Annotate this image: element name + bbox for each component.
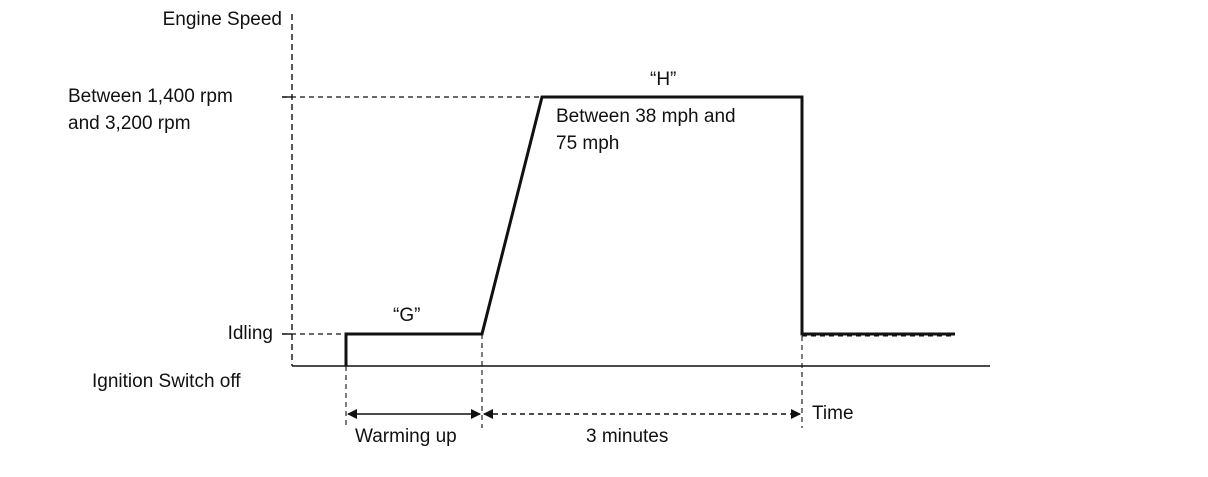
phase-g-label: “G” xyxy=(393,305,421,326)
idle-level-label: Idling xyxy=(227,323,273,344)
high-level-label-line2: and 3,200 rpm xyxy=(68,113,191,134)
phase-h-speed-line1: Between 38 mph and xyxy=(556,106,736,127)
phase-h-speed-line2: 75 mph xyxy=(556,133,620,154)
three-minutes-label: 3 minutes xyxy=(586,426,669,447)
phase-h-label: “H” xyxy=(650,69,677,90)
ignition-off-label: Ignition Switch off xyxy=(92,371,241,392)
speed-profile-line xyxy=(344,95,955,366)
high-level-label-line1: Between 1,400 rpm xyxy=(68,86,233,107)
warmup-label: Warming up xyxy=(355,426,457,447)
x-axis-label: Time xyxy=(812,403,854,424)
y-axis-label: Engine Speed xyxy=(162,9,282,30)
